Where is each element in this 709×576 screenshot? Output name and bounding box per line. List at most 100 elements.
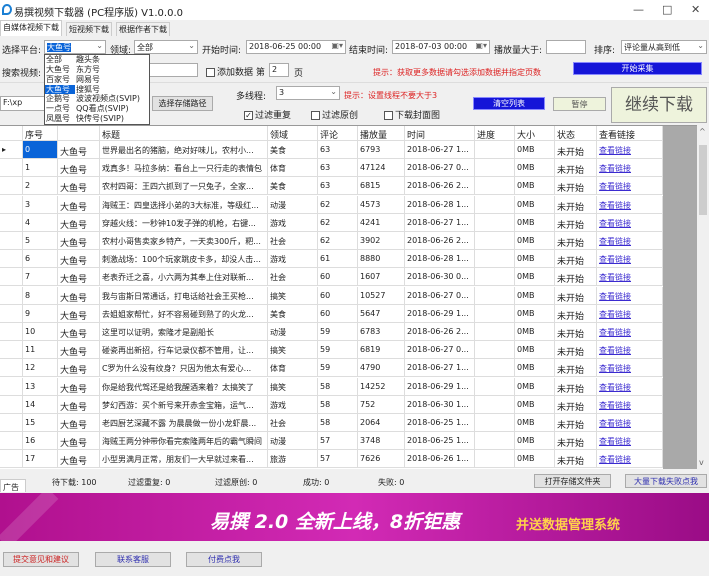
start-collect-button[interactable]: 开始采集 bbox=[573, 62, 702, 75]
table-row[interactable]: 16 大鱼号 海贼王两分钟带你看完索隆两年后的霸气瞬间 动漫 57 3748 2018-06… bbox=[0, 432, 663, 451]
cell-link[interactable]: 查看链接 bbox=[597, 341, 663, 360]
platform-option[interactable]: 趣头条 bbox=[76, 55, 100, 64]
row-header[interactable] bbox=[0, 377, 23, 396]
table-row[interactable]: 3 大鱼号 海贼王：四皇选择小弟的3大标准，等级红... 动漫 62 4573 2018-0… bbox=[0, 195, 663, 214]
start-time-picker[interactable]: 2018-06-25 00:00 ▣▾ bbox=[246, 40, 346, 54]
scroll-up-icon[interactable]: ^ bbox=[699, 127, 706, 136]
table-row[interactable]: ▸ 0 大鱼号 世界最出名的猪脑，绝对好味儿，农村小... 美食 63 6793 2018-0… bbox=[0, 141, 663, 159]
table-row[interactable]: 17 大鱼号 小型男满月正常，朋友们一大早就过来看... 旅游 57 7626 2018-0… bbox=[0, 450, 663, 469]
cell-link[interactable]: 查看链接 bbox=[597, 159, 663, 178]
platform-option[interactable]: QQ看点(SVIP) bbox=[76, 104, 129, 114]
table-row[interactable]: 15 大鱼号 老四厨艺深藏不露 为晨晨做一份小龙虾晨... 社会 58 2064 2018-… bbox=[0, 414, 663, 432]
cell-link[interactable]: 查看链接 bbox=[597, 395, 663, 414]
row-header[interactable] bbox=[0, 395, 23, 414]
table-row[interactable]: 10 大鱼号 这里可以证明，索隆才是副船长 动漫 59 6783 2018-06-26 2.… bbox=[0, 323, 663, 341]
open-folder-button[interactable]: 打开存储文件夹 bbox=[534, 474, 611, 488]
row-header[interactable] bbox=[0, 250, 23, 269]
minimize-button[interactable]: — bbox=[633, 3, 644, 16]
table-row[interactable]: 2 大鱼号 农村四哥：王四六抓到了一只兔子，全家... 美食 63 6815 2018-06… bbox=[0, 177, 663, 196]
close-button[interactable]: ✕ bbox=[691, 3, 701, 16]
table-row[interactable]: 9 大鱼号 去姐姐家帮忙，好不容易碰到熟了的火龙... 美食 60 5647 2018-06… bbox=[0, 304, 663, 323]
table-row[interactable]: 14 大鱼号 梦幻西游：买个新号来开赤金宝箱，运气... 游戏 58 752 2018-06… bbox=[0, 395, 663, 414]
pay-button[interactable]: 付费点我 bbox=[186, 552, 262, 567]
platform-option[interactable]: 一点号 bbox=[46, 104, 70, 114]
row-header[interactable] bbox=[0, 341, 23, 360]
platform-option[interactable]: 大鱼号 bbox=[46, 64, 70, 74]
platform-dropdown-list[interactable]: 全部 大鱼号 百家号 大鱼号 企鹅号 一点号 凤凰号 趣头条 东方号 网易号 搜狐号 波波视频点(SV… bbox=[44, 54, 150, 125]
bulk-fail-button[interactable]: 大量下载失败点我 bbox=[625, 474, 707, 488]
domain-select[interactable]: 全部 ⌄ bbox=[134, 40, 198, 54]
cell-link[interactable]: 查看链接 bbox=[597, 177, 663, 196]
cell-link[interactable]: 查看链接 bbox=[597, 304, 663, 323]
cell-link[interactable]: 查看链接 bbox=[597, 268, 663, 287]
end-time-picker[interactable]: 2018-07-03 00:00 ▣▾ bbox=[392, 40, 490, 54]
clear-list-button[interactable]: 清空列表 bbox=[473, 97, 545, 110]
cell-link[interactable]: 查看链接 bbox=[597, 323, 663, 341]
ad-banner[interactable]: 易撰 2.0 全新上线，8折钜惠 并送数据管理系统 bbox=[0, 493, 709, 541]
cell-link[interactable]: 查看链接 bbox=[597, 286, 663, 305]
table-row[interactable]: 12 大鱼号 C罗为什么没有纹身？只因为他太有爱心... 体育 59 4790 2018-0… bbox=[0, 359, 663, 378]
table-row[interactable]: 1 大鱼号 戏真多！马拉多纳：看台上一只行走的表情包 体育 63 47124 2018-06… bbox=[0, 159, 663, 178]
platform-option[interactable]: 企鹅号 bbox=[46, 94, 70, 104]
cell-link[interactable]: 查看链接 bbox=[597, 232, 663, 250]
choose-path-button[interactable]: 选择存储路径 bbox=[152, 96, 213, 111]
row-header[interactable] bbox=[0, 286, 23, 305]
row-header[interactable] bbox=[0, 213, 23, 232]
table-scrollbar[interactable]: ^ v bbox=[697, 125, 709, 469]
platform-option[interactable]: 快传号(SVIP) bbox=[76, 114, 124, 124]
page-select[interactable]: 2 bbox=[269, 63, 289, 77]
maximize-button[interactable]: □ bbox=[662, 3, 673, 16]
filter-dup-checkbox[interactable]: ✓ 过滤重复 bbox=[244, 108, 291, 121]
table-row[interactable]: 7 大鱼号 老表乔迁之喜，小六两为其奉上住对联新... 社会 60 1607 2018-06… bbox=[0, 268, 663, 287]
cell-link[interactable]: 查看链接 bbox=[597, 213, 663, 232]
platform-option[interactable]: 百家号 bbox=[46, 74, 70, 84]
cell-link[interactable]: 查看链接 bbox=[597, 414, 663, 432]
feedback-button[interactable]: 提交意见和建议 bbox=[3, 552, 79, 567]
platform-option[interactable]: 东方号 bbox=[76, 64, 100, 74]
cell-link[interactable]: 查看链接 bbox=[597, 195, 663, 214]
scroll-thumb[interactable] bbox=[699, 145, 707, 215]
table-row[interactable]: 13 大鱼号 你是给我代驾还是给我醒酒来着？太搞笑了 搞笑 58 14252 2018-06… bbox=[0, 377, 663, 396]
tab-media-video[interactable]: 自媒体视频下载 bbox=[0, 20, 62, 36]
cell-link[interactable]: 查看链接 bbox=[597, 432, 663, 451]
row-header[interactable] bbox=[0, 232, 23, 250]
scroll-down-icon[interactable]: v bbox=[699, 458, 704, 467]
table-row[interactable]: 6 大鱼号 刺激战场：100个玩家跳皮卡多，却没人击... 游戏 61 8880 2018-… bbox=[0, 250, 663, 269]
contact-support-button[interactable]: 联系客服 bbox=[95, 552, 171, 567]
threads-select[interactable]: 3 ⌄ bbox=[276, 86, 340, 100]
platform-option[interactable]: 全部 bbox=[46, 55, 62, 64]
row-header[interactable] bbox=[0, 432, 23, 451]
platform-option[interactable]: 凤凰号 bbox=[46, 114, 70, 124]
cell-link[interactable]: 查看链接 bbox=[597, 141, 663, 159]
add-data-checkbox[interactable]: 添加数据 第 bbox=[206, 65, 265, 78]
download-cover-checkbox[interactable]: 下载封面图 bbox=[384, 108, 440, 121]
row-header[interactable] bbox=[0, 126, 23, 141]
cell-link[interactable]: 查看链接 bbox=[597, 250, 663, 269]
table-row[interactable]: 8 大鱼号 我与宙斯日常通话，打电话给社会王买枪... 搞笑 60 10527 2018-0… bbox=[0, 286, 663, 305]
table-row[interactable]: 4 大鱼号 穿越火线：一秒钟10发子弹的机枪，右键... 游戏 62 4241 2018-0… bbox=[0, 213, 663, 232]
cell-link[interactable]: 查看链接 bbox=[597, 377, 663, 396]
row-header[interactable] bbox=[0, 268, 23, 287]
platform-option[interactable]: 大鱼号 bbox=[45, 84, 75, 95]
sort-select[interactable]: 评论量从高到低 ⌄ bbox=[621, 40, 707, 54]
continue-download-button[interactable]: 继续下载 bbox=[611, 87, 707, 123]
tab-short-video[interactable]: 短视频下载 bbox=[66, 22, 112, 36]
row-header[interactable] bbox=[0, 323, 23, 341]
filter-orig-checkbox[interactable]: 过滤原创 bbox=[311, 108, 358, 121]
row-header[interactable] bbox=[0, 359, 23, 378]
row-header[interactable] bbox=[0, 159, 23, 178]
cell-link[interactable]: 查看链接 bbox=[597, 450, 663, 469]
tab-by-author[interactable]: 根据作者下载 bbox=[116, 22, 170, 36]
row-header[interactable] bbox=[0, 195, 23, 214]
row-header[interactable]: ▸ bbox=[0, 141, 23, 159]
row-header[interactable] bbox=[0, 304, 23, 323]
platform-select[interactable]: 大鱼号 ⌄ bbox=[44, 40, 106, 54]
cell-link[interactable]: 查看链接 bbox=[597, 359, 663, 378]
platform-option[interactable]: 网易号 bbox=[76, 74, 100, 84]
plays-input[interactable] bbox=[546, 40, 586, 54]
platform-option[interactable]: 波波视频点(SVIP) bbox=[76, 94, 140, 104]
row-header[interactable] bbox=[0, 414, 23, 432]
table-row[interactable]: 5 大鱼号 农村小哥售卖家乡特产，一天卖300斤，粑... 社会 62 3902 2018-… bbox=[0, 232, 663, 250]
table-row[interactable]: 11 大鱼号 碰瓷再出新招，行车记录仪都不管用，让... 搞笑 59 6819 2018-0… bbox=[0, 341, 663, 360]
row-header[interactable] bbox=[0, 450, 23, 469]
